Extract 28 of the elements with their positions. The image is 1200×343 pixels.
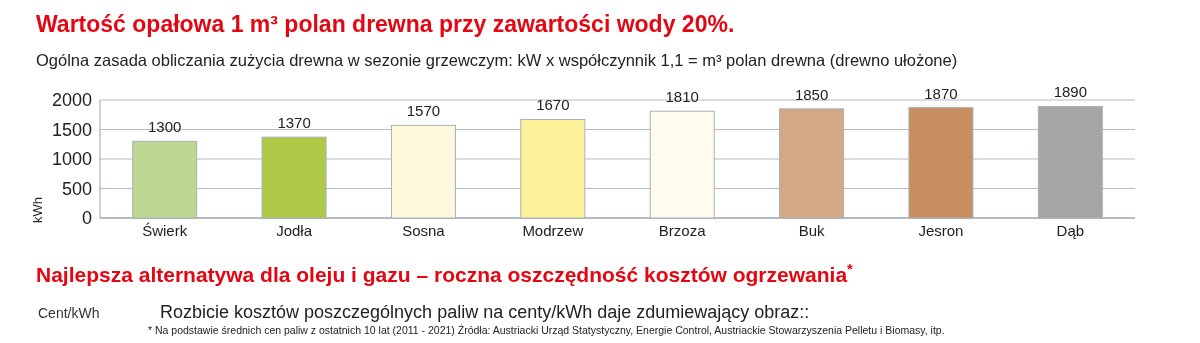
y-tick-label: 1500 bbox=[51, 119, 92, 140]
x-tick-label: Jodła bbox=[276, 222, 313, 239]
x-tick-label: Sosna bbox=[402, 222, 446, 239]
x-tick-label: Brzoza bbox=[658, 222, 707, 239]
data-label: 1670 bbox=[536, 96, 570, 114]
data-label: 1370 bbox=[277, 114, 311, 132]
y-tick-label: 1000 bbox=[51, 149, 92, 170]
data-label: 1300 bbox=[148, 118, 182, 136]
x-tick-label: Modrzew bbox=[522, 222, 584, 239]
text: Cent/kWh bbox=[38, 305, 100, 321]
chart-title: Wartość opałowa 1 m³ polan drewna przy zawartości wody 20%. bbox=[36, 11, 735, 37]
x-tick-label: Dąb bbox=[1056, 222, 1085, 239]
data-label: 1850 bbox=[794, 85, 829, 103]
text: Najlepsza alternatywa dla oleju i gazu – roczna oszczędność kosztów ogrzewania$^{*}$ bbox=[36, 261, 854, 286]
y-axis-title: kWh bbox=[30, 197, 45, 223]
x-tick-label: Świerk bbox=[142, 222, 188, 239]
text: * Na podstawie średnich cen paliw z ostatnich 10 lat (2011 - 2021) Źródła: Austriacki Urząd Statystyczny, Energie Control, Austriackie Stowarzyszenia Pelletu i Biomasy, itp. bbox=[148, 324, 945, 336]
y-tick-label: 500 bbox=[61, 178, 92, 199]
data-label: 1570 bbox=[406, 102, 441, 120]
data-label: 1890 bbox=[1053, 83, 1087, 101]
text: Rozbicie kosztów poszczególnych paliw na centy/kWh daje zdumiewający obraz:: bbox=[160, 302, 810, 322]
x-tick-label: Jesron bbox=[918, 222, 964, 239]
y-tick-label: 0 bbox=[81, 208, 92, 229]
data-label: 1870 bbox=[924, 84, 958, 102]
chart-subtitle: Ogólna zasada obliczania zużycia drewna w sezonie grzewczym: kW x współczynnik 1,1 = m³ polan drewna (drewno ułożone) bbox=[36, 51, 958, 69]
y-tick-label: 2000 bbox=[51, 90, 92, 111]
data-label: 1810 bbox=[665, 88, 699, 106]
x-tick-label: Buk bbox=[798, 222, 825, 239]
